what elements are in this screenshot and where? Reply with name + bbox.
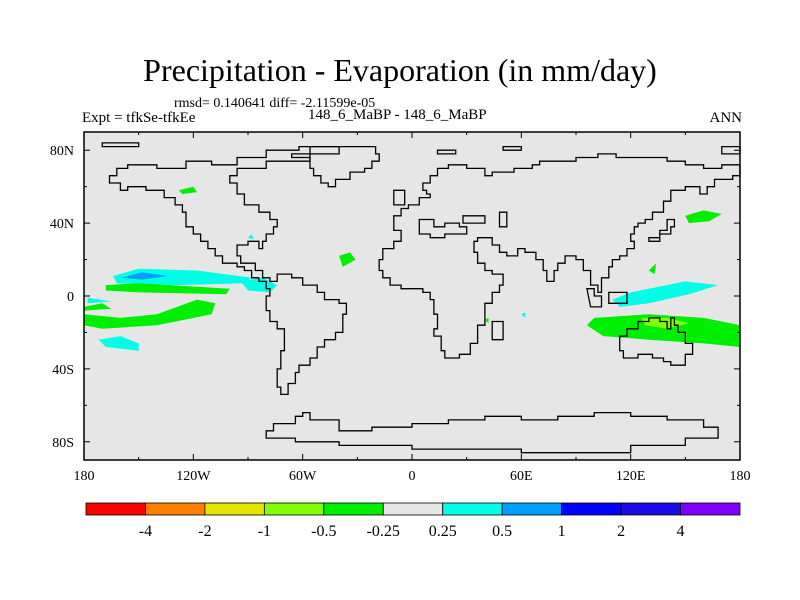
y-tick-label: 40S [52,363,74,378]
region-west-pacific-core [641,317,689,329]
region-west-pacific-negative [586,314,740,347]
region-atlantic-negative [339,252,356,267]
case-label: 148_6_MaBP - 148_6_MaBP [308,107,487,123]
colorbar-label: -0.25 [367,523,400,540]
coastline-11 [586,288,603,308]
region-north-pacific-core [120,272,168,280]
colorbar: -4 -2 -1 -0.5 -0.25 0.25 0.5 1 2 4 [85,502,741,540]
coastline-10 [608,291,628,304]
coastline-15 [436,149,457,155]
colorbar-swatch-2 [204,502,265,516]
region-north-pacific-positive [113,268,252,286]
x-tick-label: 0 [409,469,416,484]
colorbar-swatch-10 [680,502,741,516]
coastline-5 [498,211,508,228]
y-tick-label: 0 [67,290,74,305]
coastline-12 [265,411,719,454]
y-tick-label: 40N [50,217,74,232]
x-tick-label: 120W [176,469,211,484]
colorbar-swatch-3 [263,502,325,516]
colorbar-label: -2 [198,523,211,540]
x-tick-label: 180 [730,469,751,484]
coastline-8 [619,317,694,366]
contour-fill-layer [84,132,740,460]
x-tick-label: 60W [289,469,317,484]
season-label: ANN [709,110,743,126]
colorbar-swatch-7 [501,502,563,516]
y-tick-label: 80S [52,436,74,451]
region-west-pacific-positive [612,281,719,307]
colorbar-swatch-4 [323,502,384,516]
experiment-label: Expt = tfkSe-tfkEe [82,110,196,126]
region-arctic-negative [178,186,197,194]
colorbar-label: 0.25 [429,523,457,540]
colorbar-label: 2 [617,523,625,540]
colorbar-label: 4 [677,523,685,540]
region-gulf-positive [248,234,254,240]
coastline-7 [491,320,504,341]
x-tick-label: 180 [74,469,95,484]
region-south-pacific-edge-positive [87,297,112,304]
region-south-pacific-negative [84,299,216,329]
x-tick-label: 120E [616,469,646,484]
coastline-14 [502,145,522,151]
x-tick-label: 60E [510,469,533,484]
coastline-6 [393,189,406,206]
coastline-4 [462,215,486,224]
coastline-13 [101,142,140,148]
colorbar-swatch-5 [382,502,444,516]
colorbar-label: -1 [258,523,271,540]
coastline-3 [418,218,468,239]
coastline-layer [101,142,741,454]
coastline-2 [378,153,741,359]
coastline-0 [108,145,348,396]
region-indian-negative-dot [484,317,489,324]
colorbar-swatch-6 [442,502,503,516]
coastline-1 [291,145,380,188]
colorbar-swatch-1 [145,502,206,516]
y-tick-label: 80N [50,144,74,159]
colorbar-label: -4 [139,523,152,540]
colorbar-label: 1 [558,523,566,540]
colorbar-swatch-9 [620,502,681,516]
axis-tick-layer: 180 120W 60W 0 60E 120E 180 80N 40N 0 40S 80S [50,132,751,484]
region-pacific-patch-positive [98,336,139,351]
colorbar-swatch-0 [85,502,146,516]
region-indian-positive-dot [521,312,525,318]
colorbar-label: 0.5 [492,523,512,540]
colorbar-label: -0.5 [311,523,336,540]
region-north-pacific-negative [685,210,722,224]
region-tropical-pacific-negative [105,283,230,295]
coastline-9 [648,218,676,242]
region-asia-negative [648,263,657,275]
chart-subtitle: rmsd= 0.140641 diff= -2.11599e-05 [174,96,376,111]
region-east-pacific-negative-small [84,303,112,311]
chart-title: Precipitation - Evaporation (in mm/day) [143,52,657,88]
colorbar-swatch-8 [561,502,622,516]
